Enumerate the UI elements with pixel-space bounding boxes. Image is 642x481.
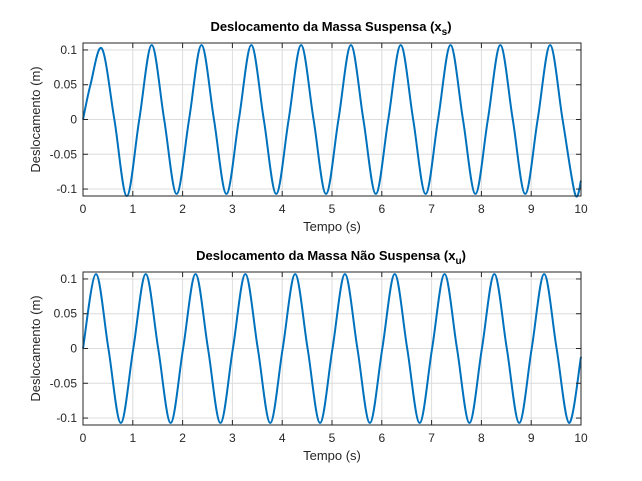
y-tick-label: 0.05 xyxy=(54,307,78,321)
x-tick-label: 10 xyxy=(574,431,588,445)
x-tick-label: 7 xyxy=(428,431,435,445)
x-tick-label: 1 xyxy=(129,202,136,216)
x-tick-label: 5 xyxy=(329,431,336,445)
y-tick-label: -0.1 xyxy=(56,182,77,196)
x-tick-label: 7 xyxy=(428,202,435,216)
y-tick-label: 0.1 xyxy=(60,43,77,57)
x-tick-label: 5 xyxy=(329,202,336,216)
y-tick-label: 0 xyxy=(70,113,77,127)
subplot-unsuspended-mass: Deslocamento da Massa Não Suspensa (xu) … xyxy=(28,248,588,463)
y-tick-label: 0.1 xyxy=(60,272,77,286)
x-tick-label: 3 xyxy=(229,202,236,216)
y-axis-label: Deslocamento (m) xyxy=(28,295,43,401)
x-tick-label: 2 xyxy=(179,202,186,216)
x-tick-label: 8 xyxy=(478,202,485,216)
subplot-suspended-mass: Deslocamento da Massa Suspensa (xs) 0 1 2 3… xyxy=(28,19,588,234)
x-tick-label: 1 xyxy=(129,431,136,445)
y-tick-label: 0.05 xyxy=(54,78,78,92)
y-axis-label: Deslocamento (m) xyxy=(28,66,43,172)
x-axis-label: Tempo (s) xyxy=(303,448,361,463)
x-tick-label: 6 xyxy=(378,202,385,216)
displacement-line xyxy=(82,273,582,424)
y-tick-label: -0.05 xyxy=(50,376,78,390)
x-axis-label: Tempo (s) xyxy=(303,219,361,234)
x-tick-label: 10 xyxy=(574,202,588,216)
x-tick-label: 8 xyxy=(478,431,485,445)
y-tick-label: -0.05 xyxy=(50,147,78,161)
x-tick-label: 4 xyxy=(279,202,286,216)
x-tick-label: 3 xyxy=(229,431,236,445)
y-tick-label: -0.1 xyxy=(56,411,77,425)
x-tick-label: 6 xyxy=(378,431,385,445)
subplot-title: Deslocamento da Massa Não Suspensa (xu) xyxy=(196,248,466,267)
x-tick-label: 2 xyxy=(179,431,186,445)
displacement-line xyxy=(82,44,582,198)
x-tick-label: 9 xyxy=(528,431,535,445)
y-tick-label: 0 xyxy=(70,342,77,356)
x-tick-label: 4 xyxy=(279,431,286,445)
x-tick-label: 0 xyxy=(80,202,87,216)
subplot-title: Deslocamento da Massa Suspensa (xs) xyxy=(210,19,451,38)
x-tick-label: 9 xyxy=(528,202,535,216)
x-tick-label: 0 xyxy=(80,431,87,445)
